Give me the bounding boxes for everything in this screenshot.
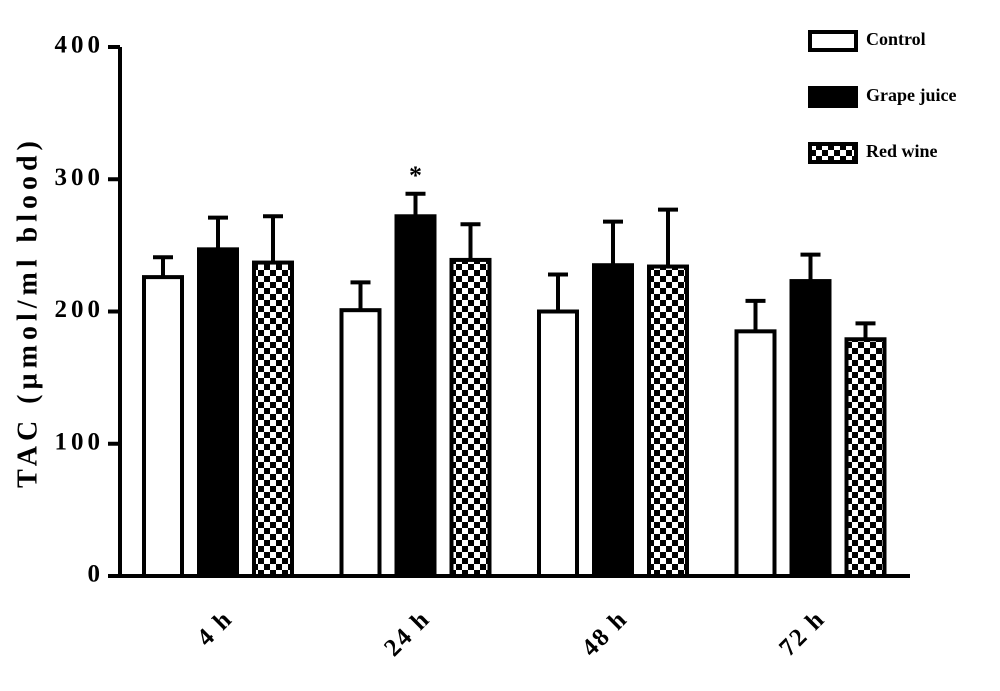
legend-swatch — [808, 142, 858, 164]
y-tick-label: 100 — [55, 428, 105, 455]
x-tick-label: 48 h — [577, 605, 634, 662]
bar — [252, 260, 294, 578]
legend-label: Control — [866, 29, 926, 49]
legend-label: Grape juice — [866, 85, 956, 105]
bar — [197, 247, 239, 578]
legend-label: Red wine — [866, 141, 938, 161]
bar — [592, 263, 634, 578]
bar — [142, 275, 184, 578]
bar — [734, 329, 777, 578]
x-tick-label: 4 h — [192, 605, 238, 651]
bar — [789, 279, 832, 578]
bar — [394, 214, 437, 578]
y-tick-label: 400 — [55, 32, 105, 59]
y-tick-label: 300 — [55, 164, 105, 191]
bar — [339, 308, 382, 578]
y-axis-label: TAC (µmol/ml blood) — [12, 136, 43, 488]
bar — [537, 309, 579, 578]
y-tick-label: 200 — [55, 296, 105, 323]
bar — [647, 264, 689, 578]
annotation: * — [409, 161, 422, 190]
x-tick-label: 72 h — [774, 605, 831, 662]
legend-swatch — [808, 86, 858, 108]
y-tick-label: 0 — [88, 561, 105, 588]
bar — [449, 257, 492, 578]
legend-swatch — [808, 30, 858, 52]
x-tick-label: 24 h — [379, 605, 436, 662]
bar — [844, 337, 887, 578]
